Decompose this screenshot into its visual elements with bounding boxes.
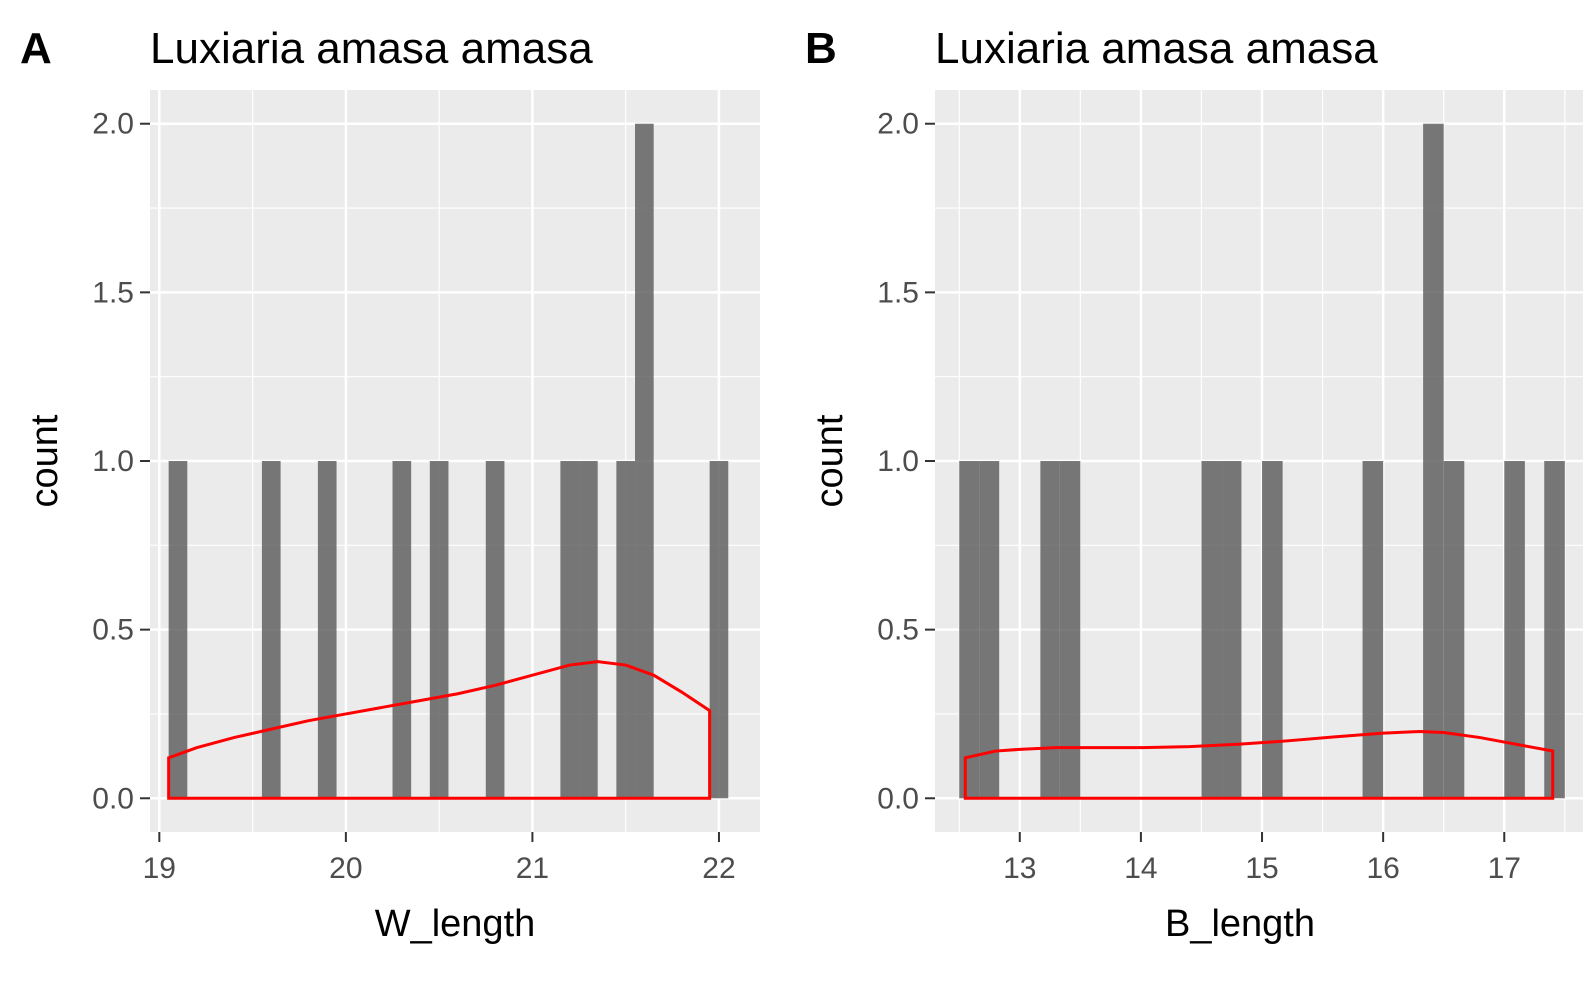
histogram-bar <box>616 461 636 799</box>
histogram-bar <box>979 461 1000 799</box>
y-tick-label: 1.5 <box>877 276 919 309</box>
y-axis-title: count <box>809 414 851 507</box>
histogram-bar <box>485 461 505 799</box>
x-tick-label: 19 <box>143 852 176 885</box>
density-curve-group <box>167 660 712 800</box>
y-tick-label: 1.0 <box>877 445 919 478</box>
histogram-bar <box>635 123 654 799</box>
y-tick-label: 1.5 <box>92 276 134 309</box>
panel-title: Luxiaria amasa amasa <box>150 24 593 73</box>
y-tick-label: 2.0 <box>92 108 134 141</box>
histogram-bar <box>1504 461 1525 799</box>
y-tick-label: 0.5 <box>877 614 919 647</box>
histogram-bar <box>1201 461 1223 799</box>
histogram-bar <box>317 461 337 799</box>
x-tick-label: 17 <box>1488 852 1521 885</box>
histogram-bar <box>1222 461 1242 799</box>
y-tick-label: 0.5 <box>92 614 134 647</box>
panel-b: B Luxiaria amasa amasa 0.0 0.5 1.0 1.5 2.0 1… <box>805 24 1583 945</box>
histogram-bars <box>959 123 1565 799</box>
histogram-bars <box>168 123 729 799</box>
histogram-bar <box>168 461 188 799</box>
histogram-bar <box>1362 461 1384 799</box>
density-curve-group <box>963 729 1555 800</box>
histogram-bar <box>1059 461 1081 799</box>
histogram-bar <box>392 461 412 799</box>
x-tick-label: 14 <box>1124 852 1157 885</box>
histogram-bar <box>709 461 729 799</box>
y-tick-label: 0.0 <box>92 782 134 815</box>
x-tick-label: 20 <box>329 852 362 885</box>
histogram-bar <box>1423 123 1444 799</box>
x-axis-ticks: 13 14 15 16 17 <box>1003 832 1521 885</box>
histogram-bar <box>1040 461 1060 799</box>
histogram-bar <box>261 461 281 799</box>
x-axis-ticks: 19 20 21 22 <box>143 832 736 885</box>
x-tick-label: 16 <box>1366 852 1399 885</box>
x-tick-label: 15 <box>1245 852 1278 885</box>
x-axis-title: W_length <box>375 903 536 945</box>
x-tick-label: 13 <box>1003 852 1036 885</box>
y-axis-title: count <box>24 414 66 507</box>
y-axis-ticks: 0.0 0.5 1.0 1.5 2.0 <box>92 108 150 815</box>
x-tick-label: 21 <box>516 852 549 885</box>
y-tick-label: 0.0 <box>877 782 919 815</box>
x-tick-label: 22 <box>702 852 735 885</box>
y-axis-ticks: 0.0 0.5 1.0 1.5 2.0 <box>877 108 935 815</box>
x-axis-title: B_length <box>1165 903 1315 945</box>
histogram-bar <box>560 461 580 799</box>
histogram-bar <box>959 461 980 799</box>
panel-letter: B <box>805 24 837 73</box>
histogram-bar <box>429 461 449 799</box>
histogram-bar <box>1443 461 1465 799</box>
panel-title: Luxiaria amasa amasa <box>935 24 1378 73</box>
histogram-bar <box>1262 461 1283 799</box>
y-tick-label: 1.0 <box>92 445 134 478</box>
density-curve <box>963 729 1555 800</box>
y-tick-label: 2.0 <box>877 108 919 141</box>
panel-letter: A <box>20 24 52 73</box>
histogram-bar <box>1544 461 1565 799</box>
histogram-bar <box>579 461 598 799</box>
panel-a: A Luxiaria amasa amasa 0.0 0.5 1.0 1.5 2.0 1… <box>20 24 760 945</box>
density-curve <box>167 660 712 800</box>
